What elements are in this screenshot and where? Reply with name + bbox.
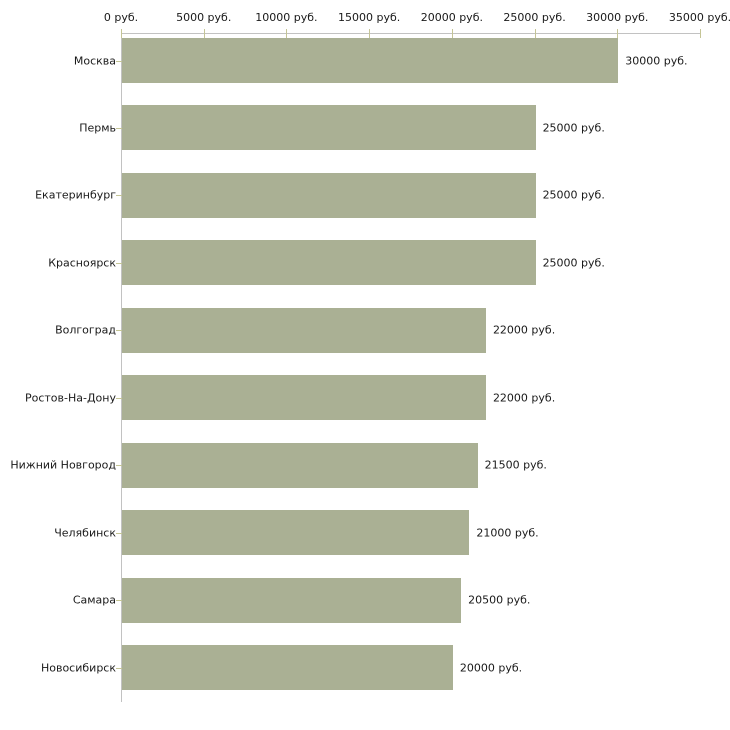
bar (122, 645, 453, 691)
bar (122, 38, 619, 83)
bar (122, 105, 536, 151)
value-label: 25000 руб. (542, 188, 605, 202)
x-axis-tick-label: 10000 руб. (255, 11, 318, 24)
value-label: 20500 руб. (468, 593, 531, 607)
value-label: 21500 руб. (484, 458, 547, 472)
x-axis-tick-label: 35000 руб. (668, 11, 730, 24)
value-label: 22000 руб. (492, 391, 556, 405)
x-axis-tick (451, 29, 453, 38)
x-axis-tick (617, 29, 619, 38)
bar (122, 577, 462, 623)
x-axis-line (121, 33, 701, 34)
x-axis-tick-label: 5000 руб. (176, 11, 232, 24)
x-axis-tick-label: 25000 руб. (503, 11, 566, 24)
x-axis-tick (369, 29, 371, 38)
category-label: Ростов-На-Дону (24, 391, 116, 405)
category-tick (116, 667, 122, 669)
x-axis-tick-label: 20000 руб. (420, 11, 483, 24)
category-label: Нижний Новгород (10, 458, 116, 472)
category-label: Пермь (79, 121, 116, 135)
value-label: 22000 руб. (492, 323, 556, 337)
value-label: 25000 руб. (542, 121, 605, 135)
category-tick (116, 397, 122, 399)
category-label: Екатеринбург (35, 188, 116, 202)
x-axis-tick (203, 29, 205, 38)
category-label: Волгоград (55, 323, 116, 337)
bar (122, 375, 486, 421)
value-label: 25000 руб. (542, 256, 605, 270)
x-axis-tick (121, 29, 122, 38)
category-label: Новосибирск (40, 661, 116, 675)
category-tick (116, 127, 122, 129)
y-axis-line (121, 33, 122, 702)
bar (122, 307, 486, 353)
bar (122, 172, 536, 218)
bar (122, 240, 536, 286)
category-label: Москва (73, 54, 116, 67)
category-tick (116, 262, 122, 264)
category-tick (116, 330, 122, 332)
category-tick (116, 532, 122, 534)
x-axis-tick-label: 0 руб. (103, 11, 139, 24)
x-axis-tick (534, 29, 536, 38)
bar (122, 510, 470, 556)
value-label: 30000 руб. (625, 54, 688, 67)
x-axis-tick (286, 29, 288, 38)
value-label: 20000 руб. (459, 661, 523, 675)
x-axis-tick-label: 30000 руб. (586, 11, 649, 24)
x-axis-tick-label: 15000 руб. (338, 11, 401, 24)
category-label: Красноярск (48, 256, 116, 270)
category-tick (116, 195, 122, 197)
category-tick (116, 600, 122, 602)
category-label: Челябинск (54, 526, 116, 540)
category-label: Самара (72, 593, 116, 607)
x-axis-tick (700, 29, 701, 38)
category-tick (116, 60, 122, 62)
category-tick (116, 465, 122, 467)
value-label: 21000 руб. (476, 526, 539, 540)
bar (122, 442, 478, 488)
